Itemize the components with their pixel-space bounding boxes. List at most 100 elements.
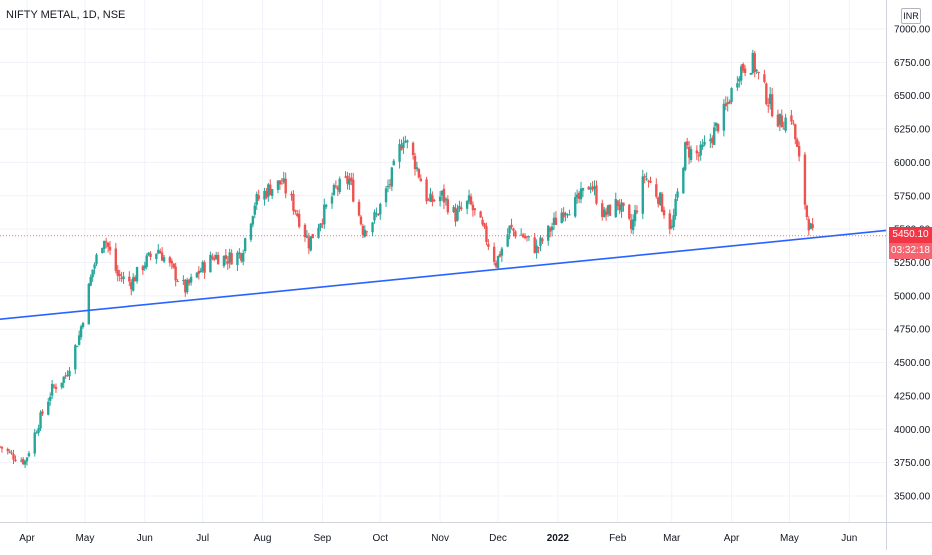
candle-body xyxy=(676,191,679,198)
candle-body xyxy=(93,264,96,269)
symbol-title[interactable]: NIFTY METAL, 1D, NSE xyxy=(6,9,126,21)
candle-body xyxy=(496,255,500,269)
candle-body xyxy=(684,142,687,170)
candle-body xyxy=(62,376,65,383)
candle-body xyxy=(695,150,699,154)
x-tick-label: Feb xyxy=(609,533,627,544)
candle-body xyxy=(768,94,772,105)
candle-body xyxy=(238,252,241,255)
candle-body xyxy=(782,128,785,130)
candle-body xyxy=(494,262,498,267)
candle-body xyxy=(471,204,475,211)
candle-body xyxy=(512,228,515,231)
candle-body xyxy=(307,237,311,249)
candle-body xyxy=(197,270,201,274)
candle-body xyxy=(685,141,689,146)
candle-body xyxy=(465,200,469,209)
candle-body xyxy=(203,262,206,273)
y-tick-label: 6000.00 xyxy=(894,158,931,169)
candle-body xyxy=(172,263,175,268)
candle-body xyxy=(201,261,204,272)
candle-body xyxy=(216,254,220,265)
candle-body xyxy=(64,375,67,377)
trendline-layer xyxy=(0,229,887,321)
candle-body xyxy=(714,122,718,127)
candle-body xyxy=(270,188,274,196)
candle-body xyxy=(357,201,361,216)
candle-body xyxy=(807,219,810,231)
candle-body xyxy=(550,226,554,231)
candle-body xyxy=(50,383,54,396)
candle-body xyxy=(104,241,108,243)
candle-body xyxy=(601,203,604,217)
candle-body xyxy=(726,102,729,104)
candle-body xyxy=(359,216,363,225)
candle-body xyxy=(574,196,577,217)
candle-body xyxy=(159,251,162,254)
candle-body xyxy=(249,223,253,240)
candle-body xyxy=(170,260,173,264)
candle-body xyxy=(790,115,793,122)
candle-body xyxy=(738,78,741,82)
candle-body xyxy=(323,204,326,225)
candle-body xyxy=(87,283,90,325)
currency-badge[interactable]: INR xyxy=(901,8,921,24)
candle-body xyxy=(334,185,338,187)
candle-body xyxy=(687,146,691,158)
candle-body xyxy=(404,140,407,143)
candle-body xyxy=(230,253,233,265)
candle-body xyxy=(76,346,79,348)
candle-body xyxy=(52,385,56,387)
candle-body xyxy=(213,258,216,260)
candle-body xyxy=(388,184,392,186)
candle-body xyxy=(195,272,199,278)
candle-body xyxy=(95,254,98,264)
candle-body xyxy=(587,186,590,190)
candle-body xyxy=(187,279,191,284)
candle-body xyxy=(182,280,185,282)
candle-body xyxy=(81,323,85,327)
candle-body xyxy=(363,229,367,237)
candle-body xyxy=(14,459,17,462)
candle-body xyxy=(162,257,166,262)
candle-body xyxy=(444,198,448,201)
candle-body xyxy=(697,155,700,157)
candle-body xyxy=(548,227,552,232)
candle-body xyxy=(406,140,409,143)
candle-body xyxy=(199,270,202,273)
candle-body xyxy=(535,245,538,253)
candle-body xyxy=(709,139,712,142)
y-tick-label: 4250.00 xyxy=(894,391,931,402)
y-tick-label: 6500.00 xyxy=(894,91,931,102)
candle-body xyxy=(433,199,436,201)
y-tick-label: 4000.00 xyxy=(894,425,931,436)
x-tick-label: Sep xyxy=(313,533,331,544)
candle-body xyxy=(106,242,110,247)
candle-body xyxy=(303,224,307,238)
candle-body xyxy=(224,255,228,260)
candle-body xyxy=(770,94,774,117)
candle-body xyxy=(6,448,9,451)
candle-body xyxy=(290,193,293,196)
candle-body xyxy=(54,387,58,390)
y-tick-label: 3750.00 xyxy=(894,458,931,469)
x-tick-label: Nov xyxy=(431,533,449,544)
candle-body xyxy=(616,200,619,206)
candle-body xyxy=(68,370,71,377)
candle-body xyxy=(539,237,542,247)
candle-body xyxy=(384,188,388,203)
candle-body xyxy=(37,427,40,433)
grid xyxy=(0,0,886,522)
candle-body xyxy=(562,212,565,218)
candle-body xyxy=(39,412,42,429)
candle-body xyxy=(160,252,164,261)
candle-body xyxy=(66,375,69,377)
candle-body xyxy=(604,211,608,216)
candle-body xyxy=(149,253,152,258)
candles xyxy=(0,49,814,469)
candle-body xyxy=(741,64,745,71)
candle-body xyxy=(214,254,218,260)
candle-body xyxy=(263,190,266,200)
